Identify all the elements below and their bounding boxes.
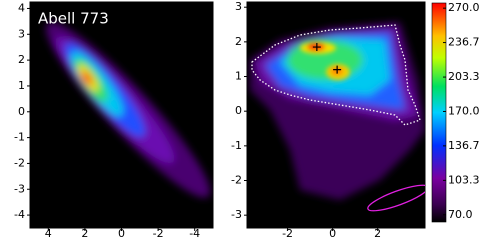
x-tick-label: 0 <box>118 227 125 240</box>
colorbar-tick-label: 203.3 <box>448 70 480 83</box>
colorbar-tick-label: 236.7 <box>448 36 480 49</box>
y-tick-label: 3 <box>235 0 242 13</box>
x-tick-label: 0 <box>329 227 336 240</box>
y-tick-label: 2 <box>235 35 242 48</box>
colorbar-tick-label: 70.0 <box>448 208 473 221</box>
colorbar-tick-label: 103.3 <box>448 173 480 186</box>
y-tick-label: -4 <box>14 208 25 221</box>
x-tick-label: 2 <box>374 227 381 240</box>
y-tick-label: -2 <box>14 156 25 169</box>
y-tick-label: 1 <box>18 79 25 92</box>
peak-marker <box>333 65 342 74</box>
y-tick-label: 1 <box>235 70 242 83</box>
y-tick-label: -3 <box>14 182 25 195</box>
colorbar-tick-label: 136.7 <box>448 139 480 152</box>
x-tick-label: -2 <box>153 227 164 240</box>
x-tick-label: 4 <box>45 227 52 240</box>
left-panel: Abell 773 <box>29 1 214 229</box>
panel-title: Abell 773 <box>38 10 109 28</box>
y-tick-label: 0 <box>18 105 25 118</box>
colorbar-tick-label: 170.0 <box>448 104 480 117</box>
y-tick-label: 3 <box>18 27 25 40</box>
x-tick-label: -2 <box>282 227 293 240</box>
y-tick-label: -1 <box>231 139 242 152</box>
y-tick-label: 4 <box>18 1 25 14</box>
right-panel <box>246 1 426 229</box>
colorbar-tick-label: 270.0 <box>448 1 480 14</box>
y-tick-label: -3 <box>231 208 242 221</box>
x-tick-label: 2 <box>81 227 88 240</box>
y-tick-label: 2 <box>18 53 25 66</box>
y-tick-label: 0 <box>235 104 242 117</box>
y-tick-label: -1 <box>14 131 25 144</box>
x-tick-label: -4 <box>189 227 200 240</box>
peak-marker <box>312 43 321 52</box>
colorbar <box>431 2 447 223</box>
y-tick-label: -2 <box>231 174 242 187</box>
